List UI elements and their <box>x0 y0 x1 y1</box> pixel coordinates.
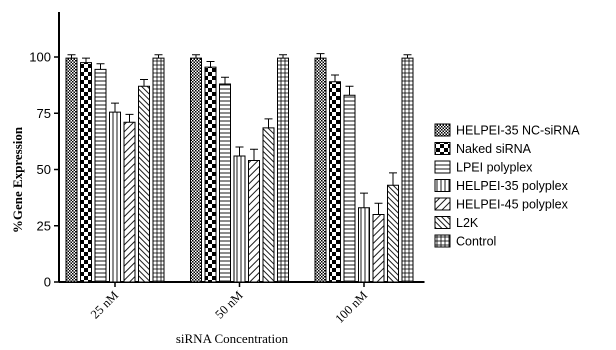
plot-area: 0 25 50 75 100 25 nM 50 nM 100 nM <box>29 12 425 326</box>
legend-swatch <box>434 123 451 137</box>
legend-entry: HELPEI-45 polyplex <box>456 198 569 212</box>
bar <box>138 85 150 283</box>
bar <box>233 155 246 283</box>
legend-swatch <box>434 179 451 192</box>
bar <box>314 57 327 283</box>
bar <box>343 94 356 283</box>
y-axis-label: %Gene Expression <box>10 126 25 233</box>
legend-swatch <box>434 160 451 174</box>
bar <box>248 160 260 283</box>
bar <box>387 184 399 283</box>
legend-entry: Control <box>456 235 496 249</box>
x-axis-label: siRNA Concentration <box>176 331 289 346</box>
bar <box>358 207 370 283</box>
y-tick-label: 75 <box>37 106 51 121</box>
bar <box>372 214 385 283</box>
bar <box>109 111 121 283</box>
legend-entry: HELPEI-35 polyplex <box>456 179 569 193</box>
bar <box>123 121 136 283</box>
legend-swatch <box>434 234 451 248</box>
bar <box>152 57 165 283</box>
bar <box>262 127 275 283</box>
y-tick-label: 100 <box>29 50 51 65</box>
legend-swatch <box>434 197 451 211</box>
bar <box>80 62 92 283</box>
y-tick-label: 25 <box>37 218 51 233</box>
x-tick-label: 50 nM <box>212 288 245 321</box>
x-tick-label: 100 nM <box>332 288 370 326</box>
bar <box>94 68 107 283</box>
legend-entry: L2K <box>456 216 479 230</box>
y-tick-label: 0 <box>44 275 51 290</box>
legend: HELPEI-35 NC-siRNA Naked siRNA LPEI polypl… <box>434 123 580 249</box>
bar <box>204 66 217 283</box>
legend-entry: LPEI polyplex <box>456 161 533 175</box>
legend-swatch <box>434 142 451 155</box>
bar <box>65 57 78 283</box>
bar <box>190 57 202 283</box>
legend-entry: Naked siRNA <box>456 142 532 156</box>
bar <box>329 81 341 283</box>
bar <box>219 83 231 283</box>
bar <box>277 57 289 283</box>
bar <box>401 57 414 283</box>
x-tick-label: 25 nM <box>88 288 121 321</box>
legend-entry: HELPEI-35 NC-siRNA <box>456 124 580 138</box>
legend-swatch <box>434 216 451 229</box>
y-tick-label: 50 <box>37 162 51 177</box>
